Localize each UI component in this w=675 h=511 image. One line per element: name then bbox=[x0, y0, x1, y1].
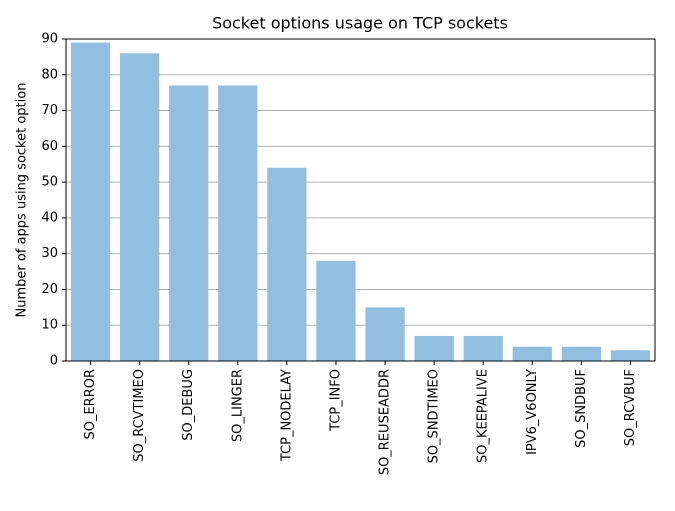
y-tick-label: 40 bbox=[41, 210, 58, 225]
bar bbox=[70, 42, 111, 361]
x-tick-label: SO_SNDTIMEO bbox=[427, 369, 442, 463]
y-tick-label: 60 bbox=[41, 139, 58, 154]
x-tick-label: SO_KEEPALIVE bbox=[476, 369, 491, 463]
bar bbox=[610, 350, 651, 361]
x-tick-label: SO_RCVBUF bbox=[623, 369, 638, 446]
bar bbox=[267, 167, 307, 361]
x-tick-label: SO_REUSEADDR bbox=[378, 369, 393, 475]
x-tick-label: SO_DEBUG bbox=[181, 369, 196, 441]
y-tick-label: 30 bbox=[41, 246, 58, 261]
x-tick-label: SO_ERROR bbox=[83, 369, 98, 440]
y-tick-label: 80 bbox=[41, 67, 58, 82]
x-tick-label: TCP_INFO bbox=[328, 369, 343, 432]
bar bbox=[365, 307, 405, 361]
bar bbox=[316, 260, 356, 361]
bar bbox=[414, 335, 454, 361]
chart-title: Socket options usage on TCP sockets bbox=[212, 14, 508, 33]
bar bbox=[169, 85, 209, 361]
x-tick-label: IPV6_V6ONLY bbox=[525, 369, 540, 455]
x-tick-label: TCP_NODELAY bbox=[279, 369, 294, 462]
x-tick-label: SO_LINGER bbox=[230, 369, 245, 442]
bar bbox=[512, 346, 552, 361]
plot-frame bbox=[65, 38, 656, 362]
bar bbox=[119, 53, 160, 362]
y-tick-label: 50 bbox=[41, 175, 58, 190]
y-axis-label: Number of apps using socket option bbox=[15, 83, 30, 318]
bar bbox=[463, 335, 503, 361]
y-tick-label: 10 bbox=[41, 318, 58, 333]
x-tick-label: SO_RCVTIMEO bbox=[132, 369, 147, 462]
y-tick-label: 70 bbox=[41, 103, 58, 118]
bar bbox=[218, 85, 258, 361]
y-tick-label: 90 bbox=[41, 32, 58, 47]
y-tick-label: 0 bbox=[50, 354, 58, 369]
bar bbox=[561, 346, 602, 361]
x-tick-label: SO_SNDBUF bbox=[574, 369, 589, 448]
y-tick-label: 20 bbox=[41, 282, 58, 297]
